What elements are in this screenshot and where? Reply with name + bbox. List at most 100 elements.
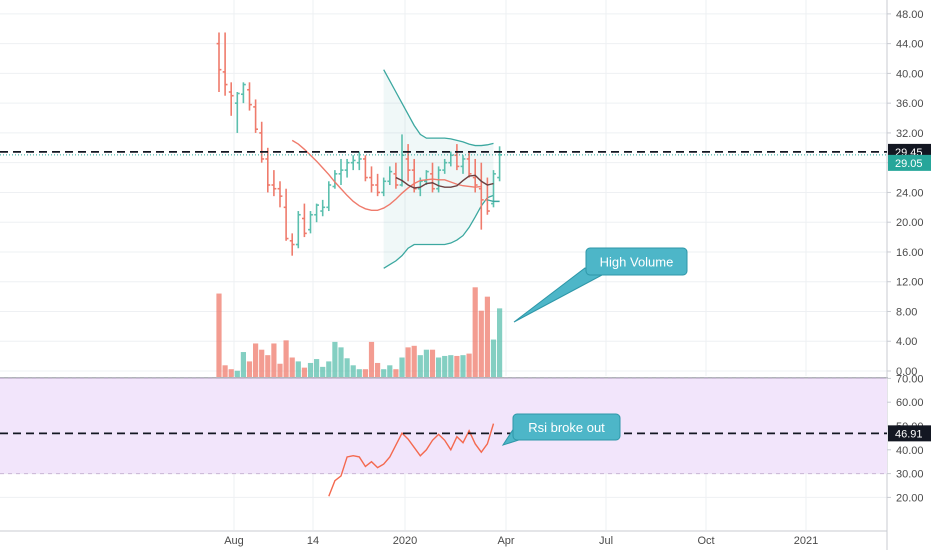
price-tick-label-11: 4.00 bbox=[896, 336, 917, 348]
rsi-band-fill bbox=[0, 378, 887, 474]
price-tick-label-0: 48.00 bbox=[896, 9, 924, 21]
rsi-callout: Rsi broke out bbox=[501, 413, 621, 446]
volume-bar-9 bbox=[271, 343, 277, 377]
volume-bar-23 bbox=[356, 369, 362, 377]
ohlc-bar-16 bbox=[314, 203, 319, 223]
ohlc-bar-27 bbox=[381, 177, 387, 197]
ohlc-bar-6 bbox=[253, 99, 258, 133]
volume-bar-17 bbox=[320, 366, 326, 377]
rsi-tick-label-1: 60.00 bbox=[896, 397, 924, 409]
ohlc-bar-32 bbox=[411, 158, 417, 193]
ohlc-bar-15 bbox=[308, 211, 313, 234]
ohlc-bar-43 bbox=[478, 162, 484, 230]
volume-bar-4 bbox=[240, 352, 246, 377]
ohlc-bar-9 bbox=[271, 170, 277, 197]
ohlc-bar-23 bbox=[356, 151, 362, 171]
ohlc-bar-34 bbox=[424, 170, 429, 185]
rsi-tick-label-3: 40.00 bbox=[896, 445, 924, 457]
volume-bar-44 bbox=[484, 296, 490, 377]
volume-bar-33 bbox=[417, 355, 423, 377]
bollinger-upper-line bbox=[383, 69, 494, 147]
volume-bar-36 bbox=[436, 357, 442, 377]
volume-bar-0 bbox=[216, 293, 222, 377]
annotations: High Volume Rsi broke out bbox=[501, 247, 688, 446]
time-tick-label-1: 14 bbox=[307, 535, 319, 547]
volume-bar-15 bbox=[307, 362, 314, 377]
ohlc-bar-31 bbox=[405, 144, 411, 182]
price-tag-last-text: 29.05 bbox=[895, 158, 923, 170]
volume-bar-41 bbox=[466, 353, 472, 377]
ohlc-bar-5 bbox=[247, 82, 252, 111]
ohlc-bar-13 bbox=[295, 211, 301, 249]
ohlc-bar-26 bbox=[375, 173, 380, 197]
price-tick-label-9: 12.00 bbox=[896, 277, 924, 289]
rsi-tick-label-4: 30.00 bbox=[896, 469, 924, 481]
price-tick-label-10: 8.00 bbox=[896, 306, 917, 318]
high-volume-callout-label: High Volume bbox=[600, 255, 674, 270]
ohlc-bar-0 bbox=[216, 32, 222, 92]
time-tick-label-3: Apr bbox=[497, 535, 514, 547]
volume-bar-11 bbox=[283, 340, 289, 377]
volume-bar-35 bbox=[429, 349, 436, 377]
price-tick-label-7: 20.00 bbox=[896, 217, 924, 229]
time-tick-label-0: Aug bbox=[224, 535, 244, 547]
time-tick-label-5: Oct bbox=[697, 535, 714, 547]
ohlc-bar-24 bbox=[363, 155, 368, 182]
price-tick-label-12: 0.00 bbox=[896, 366, 917, 378]
volume-bar-29 bbox=[393, 369, 399, 377]
volume-bar-22 bbox=[350, 365, 356, 377]
volume-bar-20 bbox=[338, 347, 344, 377]
ohlc-bar-1 bbox=[222, 32, 228, 96]
volume-bar-18 bbox=[326, 361, 332, 377]
volume-bars bbox=[216, 287, 503, 377]
volume-bar-42 bbox=[472, 287, 478, 377]
high-volume-callout: High Volume bbox=[513, 247, 688, 323]
price-tag-last-box bbox=[888, 154, 931, 171]
rsi-callout-label: Rsi broke out bbox=[528, 420, 605, 435]
ohlc-bar-20 bbox=[338, 158, 344, 185]
price-tick-label-8: 16.00 bbox=[896, 247, 924, 259]
ohlc-bar-3 bbox=[234, 92, 240, 133]
volume-bar-14 bbox=[301, 367, 307, 377]
rsi-panel bbox=[0, 377, 887, 497]
indicator-lines bbox=[0, 139, 887, 211]
high-volume-callout-box bbox=[585, 247, 688, 276]
volume-bar-12 bbox=[289, 357, 295, 377]
rsi-tick-label-0: 70.00 bbox=[896, 373, 924, 385]
volume-bar-30 bbox=[399, 357, 405, 377]
price-tick-label-6: 24.00 bbox=[896, 187, 924, 199]
volume-bar-13 bbox=[295, 361, 301, 377]
rsi-level-tag-box bbox=[888, 425, 931, 442]
volume-bar-37 bbox=[442, 355, 448, 377]
rsi-tick-label-5: 20.00 bbox=[896, 492, 924, 504]
volume-bar-45 bbox=[490, 339, 497, 377]
ohlc-bar-29 bbox=[393, 162, 399, 189]
ohlc-bar-10 bbox=[277, 181, 283, 208]
volume-bar-31 bbox=[405, 347, 411, 377]
ohlc-bar-12 bbox=[289, 233, 295, 256]
rsi-line bbox=[328, 423, 495, 497]
inner-average-line bbox=[395, 174, 494, 189]
volume-bar-34 bbox=[423, 349, 429, 377]
high-volume-callout-pointer bbox=[513, 267, 604, 323]
ohlc-bar-22 bbox=[350, 155, 356, 171]
price-axes: 48.0044.0040.0036.0032.0028.0024.0020.00… bbox=[224, 0, 932, 550]
volume-bar-16 bbox=[314, 359, 320, 377]
volume-bar-43 bbox=[478, 310, 484, 377]
price-tag-last: 29.05 bbox=[888, 154, 931, 171]
volume-bar-25 bbox=[368, 341, 375, 377]
ohlc-bar-37 bbox=[442, 158, 448, 174]
rsi-callout-box bbox=[512, 413, 621, 441]
ohlc-bar-7 bbox=[259, 121, 265, 163]
volume-bar-28 bbox=[387, 365, 393, 377]
time-tick-label-6: 2021 bbox=[794, 535, 818, 547]
volume-bar-1 bbox=[222, 365, 228, 377]
volume-bar-21 bbox=[344, 358, 350, 377]
ohlc-bar-41 bbox=[466, 151, 472, 178]
price-tick-label-1: 44.00 bbox=[896, 39, 924, 51]
volume-bar-38 bbox=[448, 355, 454, 377]
ohlc-bar-44 bbox=[485, 177, 490, 215]
volume-bar-2 bbox=[228, 369, 234, 377]
